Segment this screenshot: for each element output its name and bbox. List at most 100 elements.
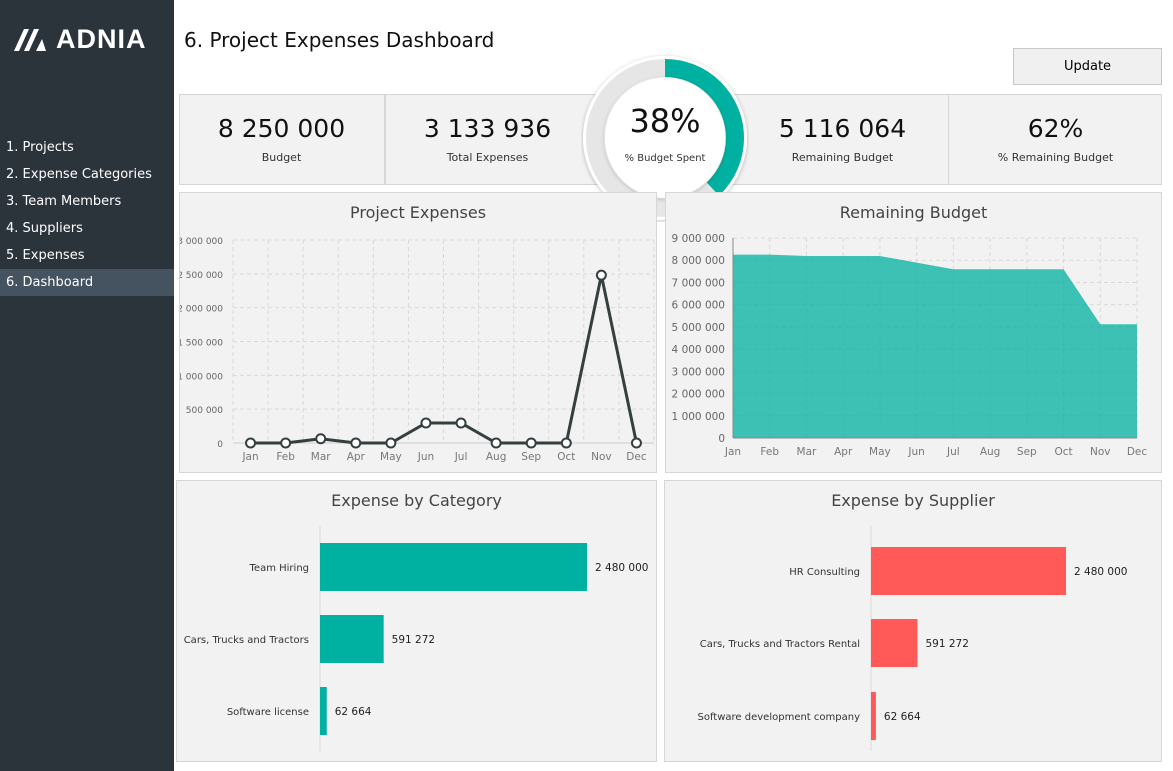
- x-tick-label: Jul: [946, 446, 960, 458]
- x-tick-label: Dec: [626, 451, 647, 463]
- expense-by-supplier-chart: HR Consulting 2 480 000 Cars, Trucks and T…: [698, 526, 1127, 751]
- data-label: 62 664: [335, 706, 372, 718]
- budget-spent-donut: 38% % Budget Spent: [583, 56, 747, 220]
- sidebar-item-expenses[interactable]: 5. Expenses: [6, 248, 85, 263]
- donut-progress-arc: [586, 59, 744, 217]
- category-label: Cars, Trucks and Tractors Rental: [700, 639, 860, 650]
- x-tick-label: Nov: [591, 451, 612, 463]
- kpi-total-expenses: 3 133 936 Total Expenses: [385, 94, 590, 185]
- y-tick-label: 8 000 000: [672, 255, 725, 267]
- x-tick-label: May: [380, 451, 402, 463]
- data-label: 2 480 000: [595, 562, 648, 574]
- sidebar-item-team-members[interactable]: 3. Team Members: [6, 194, 122, 209]
- sidebar-item-dashboard[interactable]: 6. Dashboard: [0, 269, 174, 296]
- logo: ADNIA: [12, 24, 147, 55]
- y-tick-label: 500 000: [186, 406, 223, 416]
- expense-by-supplier-panel: Expense by Supplier HR Consulting 2 480 0…: [664, 480, 1162, 762]
- kpi-label: Total Expenses: [446, 151, 529, 164]
- project-expenses-chart: 0 500 000 1 000 000 1 500 000 2 000 000 2 500…: [180, 237, 655, 463]
- data-point: [595, 269, 607, 281]
- y-tick-label: 2 500 000: [180, 271, 223, 281]
- x-tick-label: Feb: [276, 451, 295, 463]
- x-tick-label: Mar: [311, 451, 331, 463]
- data-point: [385, 437, 397, 449]
- bar: [871, 692, 876, 740]
- x-tick-label: May: [869, 446, 891, 458]
- sidebar-item-expense-categories[interactable]: 2. Expense Categories: [6, 167, 152, 182]
- y-tick-label: 2 000 000: [180, 305, 223, 315]
- sidebar: ADNIA 1. Projects 2. Expense Categories …: [0, 0, 174, 771]
- x-tick-label: Sep: [521, 451, 541, 463]
- y-tick-label: 0: [217, 440, 223, 450]
- sidebar-item-projects[interactable]: 1. Projects: [6, 140, 74, 155]
- data-point: [630, 437, 642, 449]
- project-expenses-panel: Project Expenses 0 500 000 1 000 000 1 500 …: [179, 192, 657, 473]
- bar: [320, 543, 587, 591]
- kpi-label: Budget: [261, 151, 302, 164]
- y-tick-label: 0: [718, 433, 725, 445]
- donut-label: % Budget Spent: [625, 153, 706, 164]
- y-tick-label: 5 000 000: [672, 322, 725, 334]
- data-label: 591 272: [925, 638, 968, 650]
- bar: [871, 547, 1066, 595]
- kpi-label: % Remaining Budget: [997, 151, 1114, 164]
- x-tick-label: Jan: [241, 451, 258, 463]
- x-tick-label: Mar: [797, 446, 817, 458]
- y-tick-label: 1 000 000: [672, 411, 725, 423]
- expense-by-category-panel: Expense by Category Team Hiring 2 480 000…: [176, 480, 657, 762]
- chart-title: Expense by Category: [331, 491, 502, 510]
- x-tick-label: Jun: [417, 451, 434, 463]
- x-tick-label: Apr: [834, 446, 853, 458]
- data-point: [490, 437, 502, 449]
- x-tick-label: Oct: [557, 451, 575, 463]
- expense-by-category-chart: Team Hiring 2 480 000 Cars, Trucks and Tra…: [184, 526, 648, 751]
- x-tick-label: Nov: [1090, 446, 1111, 458]
- x-tick-label: Jun: [907, 446, 924, 458]
- kpi-value: 8 250 000: [217, 114, 346, 143]
- y-tick-label: 1 500 000: [180, 339, 223, 349]
- data-point: [560, 437, 572, 449]
- update-button[interactable]: Update: [1013, 48, 1162, 85]
- kpi-budget: 8 250 000 Budget: [179, 94, 385, 185]
- bar: [320, 687, 327, 735]
- y-tick-label: 1 000 000: [180, 372, 223, 382]
- remaining-budget-chart: 0 1 000 000 2 000 000 3 000 000 4 000 000 5 0…: [672, 233, 1148, 458]
- kpi-label: Remaining Budget: [791, 151, 894, 164]
- category-label: Cars, Trucks and Tractors: [184, 635, 309, 646]
- category-label: Software development company: [698, 712, 861, 723]
- chart-title: Remaining Budget: [839, 203, 988, 222]
- data-point: [455, 417, 467, 429]
- kpi-value: 5 116 064: [778, 114, 907, 143]
- data-point: [245, 437, 257, 449]
- logo-text: ADNIA: [56, 24, 147, 54]
- y-tick-label: 4 000 000: [672, 344, 725, 356]
- data-label: 2 480 000: [1074, 566, 1127, 578]
- y-tick-label: 7 000 000: [672, 277, 725, 289]
- page-title: 6. Project Expenses Dashboard: [184, 28, 495, 52]
- data-point: [525, 437, 537, 449]
- kpi-value: 3 133 936: [423, 114, 552, 143]
- chart-title: Project Expenses: [349, 203, 487, 222]
- data-point: [420, 417, 432, 429]
- data-label: 62 664: [884, 711, 921, 723]
- y-tick-label: 2 000 000: [672, 389, 725, 401]
- data-point: [315, 433, 327, 445]
- x-tick-label: Sep: [1017, 446, 1037, 458]
- line-series: [250, 274, 638, 445]
- kpi-value: 62%: [1027, 114, 1084, 143]
- category-label: Team Hiring: [249, 563, 309, 574]
- y-tick-label: 6 000 000: [672, 300, 725, 312]
- chart-title: Expense by Supplier: [831, 491, 995, 510]
- x-tick-label: Jan: [724, 446, 741, 458]
- bar: [871, 619, 918, 667]
- y-tick-label: 3 000 000: [180, 237, 223, 247]
- kpi-remaining-budget: 5 116 064 Remaining Budget: [737, 94, 949, 185]
- x-tick-label: Dec: [1127, 446, 1148, 458]
- y-tick-label: 9 000 000: [672, 233, 725, 245]
- adnia-logo-icon: [14, 28, 46, 51]
- data-point: [280, 437, 292, 449]
- sidebar-item-suppliers[interactable]: 4. Suppliers: [6, 221, 83, 236]
- category-label: Software license: [227, 707, 309, 718]
- x-tick-label: Oct: [1054, 446, 1072, 458]
- bar: [320, 615, 384, 663]
